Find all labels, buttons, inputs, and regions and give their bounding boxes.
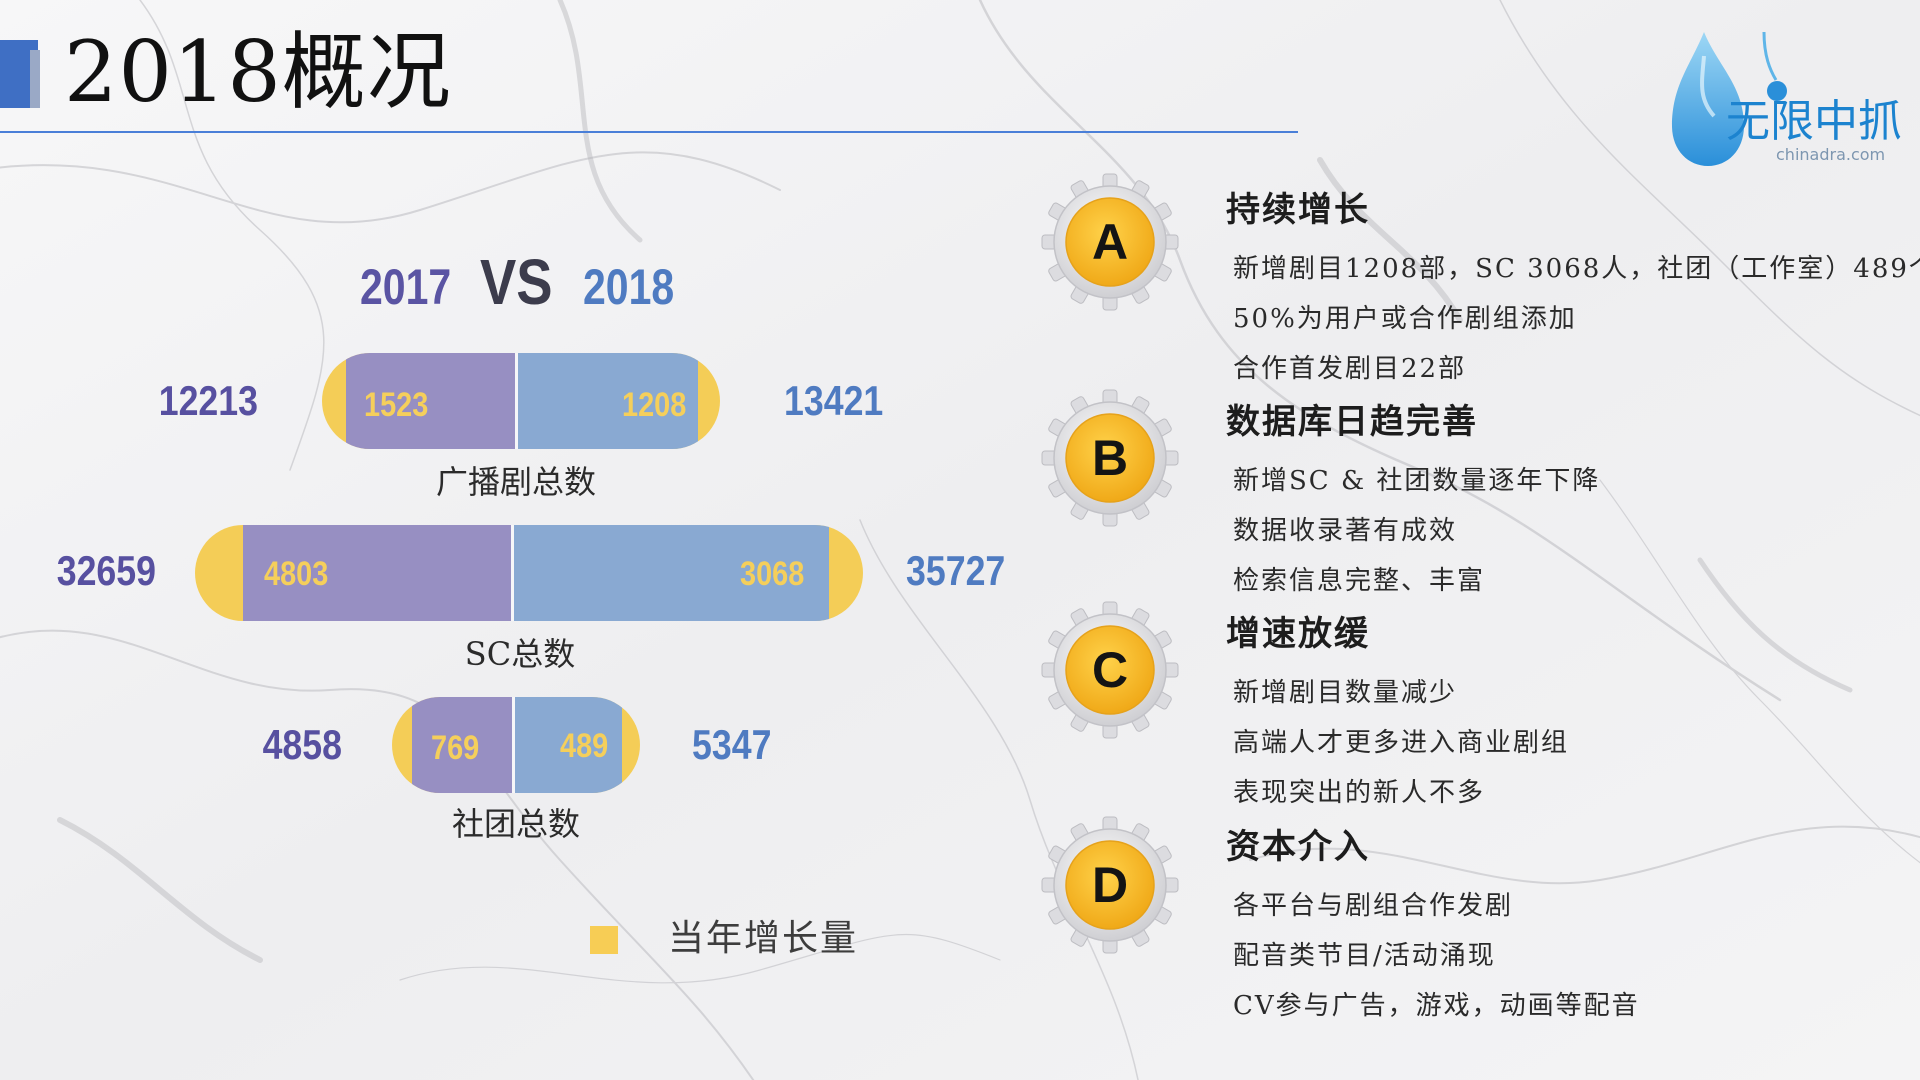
bar-divider <box>512 697 515 793</box>
logo-domain: chinadra.com <box>1776 145 1886 164</box>
comparison-bar <box>195 525 863 621</box>
section-line: 合作首发剧目22部 <box>1233 354 1467 384</box>
increase-2017-value: 4803 <box>264 555 329 593</box>
bar-divider <box>511 525 514 621</box>
total-2018-value: 35727 <box>906 547 1006 594</box>
section-line: 各平台与剧组合作发剧 <box>1233 891 1514 921</box>
year-2018-label: 2018 <box>583 259 675 315</box>
bar-divider <box>515 353 518 449</box>
total-2017-value: 32659 <box>56 547 156 594</box>
increase-2017-segment <box>243 525 515 621</box>
section-line: 50%为用户或合作剧组添加 <box>1233 304 1577 334</box>
increase-2017-value: 769 <box>431 729 480 767</box>
section-title: 增速放缓 <box>1226 614 1370 654</box>
title-accent-bar <box>0 40 40 108</box>
section-letter: A <box>1091 214 1129 270</box>
page-title: 2018概况 <box>64 23 452 121</box>
increase-2018-value: 1208 <box>622 386 687 424</box>
section-line: 高端人才更多进入商业剧组 <box>1233 728 1570 758</box>
total-2017-value: 12213 <box>158 377 258 424</box>
gear-badge-icon: D <box>1040 815 1180 955</box>
section-line: 数据收录著有成效 <box>1233 516 1458 546</box>
section-line: 新增剧目数量减少 <box>1233 678 1458 708</box>
logo-name: 无限中抓 <box>1726 96 1902 147</box>
comparison-bar <box>392 697 640 793</box>
increase-2018-segment <box>513 525 829 621</box>
bar-label: 广播剧总数 <box>435 463 596 501</box>
section-letter: C <box>1091 642 1129 698</box>
section-letter: D <box>1091 857 1129 913</box>
comparison-bar <box>322 353 720 449</box>
gear-badge-icon: A <box>1040 172 1180 312</box>
legend-label: 当年增长量 <box>668 918 859 959</box>
total-2018-value: 13421 <box>784 377 884 424</box>
section-line: 表现突出的新人不多 <box>1233 778 1486 808</box>
legend-swatch <box>590 926 618 954</box>
section-line: 新增剧目1208部，SC 3068人，社团（工作室）489个 <box>1233 254 1920 284</box>
title-divider <box>0 131 1298 133</box>
section-title: 持续增长 <box>1226 190 1370 230</box>
total-2018-value: 5347 <box>692 721 772 768</box>
gear-badge-icon: B <box>1040 388 1180 528</box>
year-2017-label: 2017 <box>360 259 452 315</box>
vs-label: VS <box>480 246 553 318</box>
bar-label: SC总数 <box>464 635 576 673</box>
total-2017-value: 4858 <box>262 721 342 768</box>
increase-2017-segment <box>346 353 538 449</box>
increase-2017-segment <box>412 697 530 793</box>
section-line: 检索信息完整、丰富 <box>1233 566 1486 596</box>
increase-2018-value: 489 <box>560 727 609 765</box>
increase-2017-value: 1523 <box>364 386 429 424</box>
logo-drop-icon <box>1672 31 1787 166</box>
increase-2018-value: 3068 <box>740 555 805 593</box>
section-letter: B <box>1091 430 1129 486</box>
section-line: 新增SC & 社团数量逐年下降 <box>1233 466 1601 496</box>
section-line: CV参与广告，游戏，动画等配音 <box>1233 991 1640 1021</box>
gear-badge-icon: C <box>1040 600 1180 740</box>
section-line: 配音类节目/活动涌现 <box>1233 941 1496 971</box>
increase-2018-segment <box>514 697 622 793</box>
section-title: 数据库日趋完善 <box>1226 402 1478 442</box>
increase-2018-segment <box>518 353 698 449</box>
bar-label: 社团总数 <box>451 805 580 843</box>
section-title: 资本介入 <box>1226 827 1370 867</box>
